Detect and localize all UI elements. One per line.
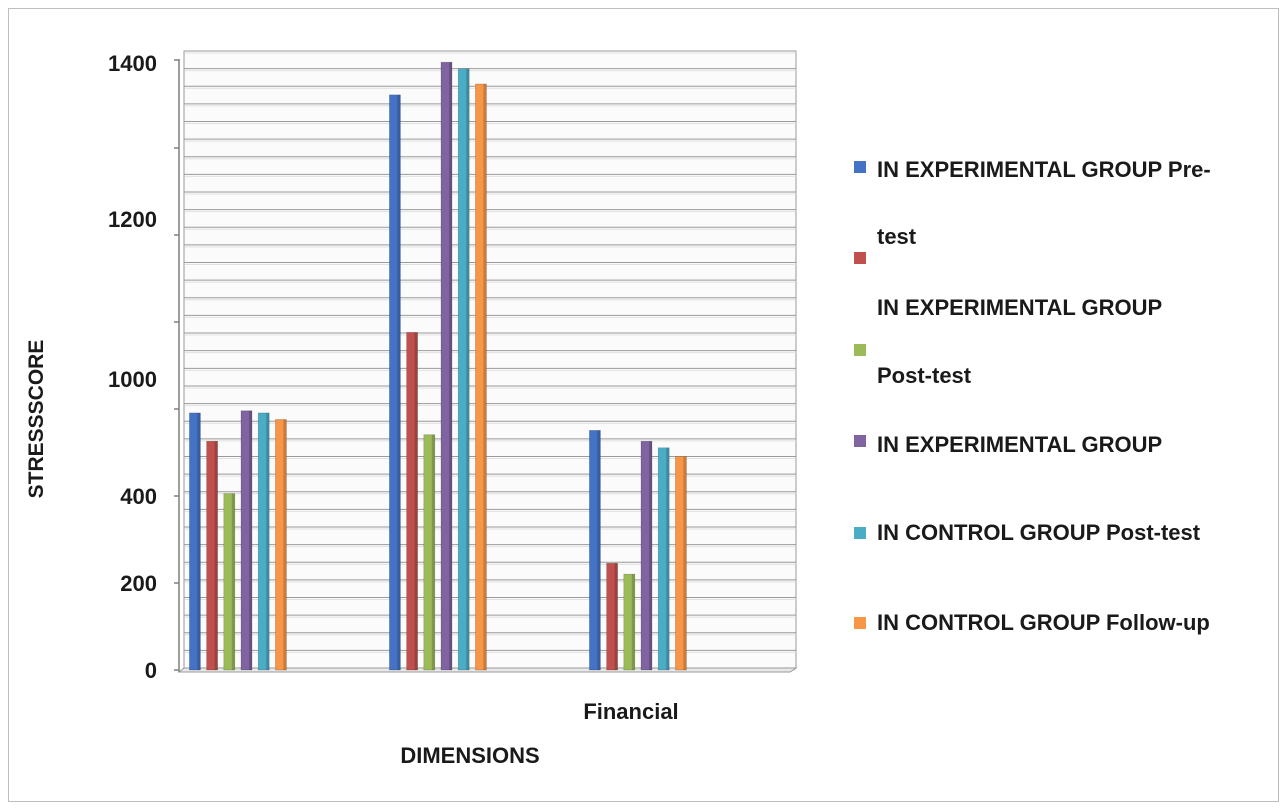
- bar-shade: [666, 447, 670, 670]
- bar-shade: [631, 574, 635, 670]
- legend-label: Post-test: [877, 363, 972, 388]
- legend-swatch: [854, 617, 866, 629]
- bar-shade: [431, 434, 435, 670]
- bar-shade: [449, 62, 452, 670]
- legend-swatch: [854, 435, 866, 447]
- bar: [257, 412, 270, 671]
- bar-shade: [266, 412, 270, 670]
- legend-swatch: [854, 161, 866, 173]
- bar-shade: [397, 94, 401, 671]
- bar-shade: [466, 68, 470, 670]
- y-tick-label: 1400: [108, 51, 157, 76]
- bar-shade: [649, 441, 652, 670]
- plot-floor: [177, 667, 798, 673]
- x-axis-title: DIMENSIONS: [400, 743, 539, 768]
- legend-label: IN CONTROL GROUP Follow-up: [877, 610, 1210, 635]
- bar-shade: [483, 83, 487, 670]
- bar: [389, 94, 401, 671]
- bar-shade: [614, 563, 618, 670]
- bar: [675, 456, 687, 671]
- x-category-label: Financial: [583, 699, 678, 724]
- bar: [240, 410, 253, 671]
- bar-shade: [683, 456, 687, 670]
- y-tick-label: 1000: [108, 367, 157, 392]
- y-tick-label: 400: [120, 484, 157, 509]
- bar: [640, 440, 653, 671]
- bar: [206, 440, 218, 671]
- bar: [223, 493, 236, 671]
- bar: [457, 68, 470, 671]
- chart-frame: 0 200 400 1000 1200 1400 STRESSSCORE DIMENSIONS…: [8, 8, 1279, 802]
- y-tick-label: 1200: [108, 207, 157, 232]
- legend-label: IN EXPERIMENTAL GROUP: [877, 432, 1162, 457]
- bar-shade: [597, 430, 601, 670]
- legend-label: IN EXPERIMENTAL GROUP Pre-: [877, 157, 1211, 182]
- bar: [623, 573, 636, 671]
- y-tick-label: 200: [120, 571, 157, 596]
- y-axis-title: STRESSSCORE: [25, 340, 48, 499]
- legend-label: IN EXPERIMENTAL GROUP: [877, 295, 1162, 320]
- bar: [589, 430, 601, 671]
- legend-label: IN CONTROL GROUP Post-test: [877, 520, 1201, 545]
- bar-shade: [197, 412, 201, 670]
- bar-shade: [283, 419, 287, 670]
- bar-shade: [214, 441, 218, 670]
- legend-swatch: [854, 252, 866, 264]
- bar: [440, 61, 453, 671]
- legend-swatch: [854, 344, 866, 356]
- bar: [606, 562, 618, 671]
- bar-chart: 0 200 400 1000 1200 1400 STRESSSCORE DIMENSIONS…: [25, 50, 1211, 768]
- legend-swatch: [854, 527, 866, 539]
- bar-shade: [231, 493, 235, 670]
- legend-label: test: [877, 224, 917, 249]
- bar: [189, 412, 201, 671]
- bar-shade: [249, 410, 252, 670]
- bar: [406, 332, 418, 671]
- bar-shade: [414, 332, 418, 670]
- bar: [275, 419, 287, 671]
- bar: [475, 83, 487, 671]
- bar: [657, 447, 670, 671]
- bar: [423, 434, 436, 671]
- y-tick-label: 0: [145, 658, 157, 683]
